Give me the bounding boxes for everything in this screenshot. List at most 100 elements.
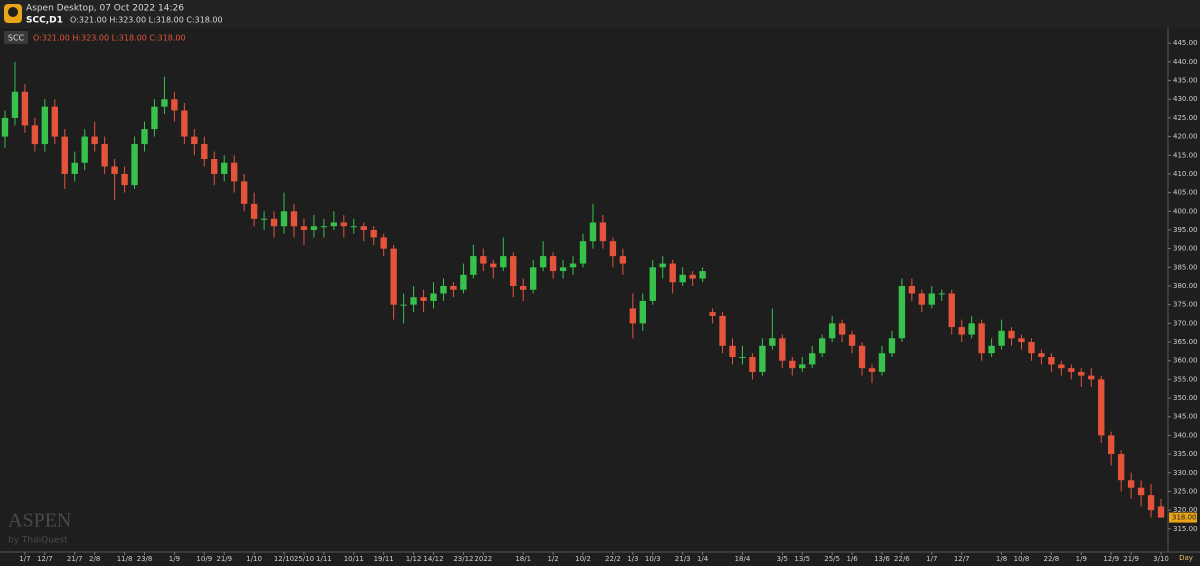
candle-body xyxy=(789,360,796,369)
candle-body xyxy=(260,218,268,220)
y-tick-label: 420.00 xyxy=(1173,133,1198,141)
x-tick-label: 2/8 xyxy=(89,555,100,563)
y-tick-label: 365.00 xyxy=(1173,338,1198,346)
header-bar xyxy=(0,0,1200,28)
x-tick-label: 10/8 xyxy=(1014,555,1030,563)
candle-body xyxy=(500,256,507,268)
candle-body xyxy=(848,334,856,346)
candle-body xyxy=(400,304,407,306)
y-tick-label: 340.00 xyxy=(1173,431,1198,439)
x-tick-label: 1/11 xyxy=(316,555,332,563)
candle-body xyxy=(539,256,547,268)
x-tick-label: 1/6 xyxy=(846,555,858,563)
x-tick-label: 22/2 xyxy=(605,555,621,563)
ohlc-label: O:321.00 H:323.00 L:318.00 C:318.00 xyxy=(70,16,223,25)
candle-body xyxy=(1008,330,1015,339)
window-title: Aspen Desktop, 07 Oct 2022 14:26 xyxy=(26,4,184,14)
candle-body xyxy=(1098,379,1105,436)
y-tick-label: 440.00 xyxy=(1173,58,1198,66)
x-tick-label: 11/8 xyxy=(117,555,133,563)
current-price-box xyxy=(1169,512,1197,523)
candle-body xyxy=(510,256,517,286)
x-tick-label: 23/8 xyxy=(137,555,153,563)
candle-body xyxy=(589,222,597,242)
x-tick-label: 23/12 xyxy=(453,555,473,563)
x-tick-label: 12/7 xyxy=(37,555,53,563)
candle-body xyxy=(609,241,617,257)
candle-body xyxy=(1048,356,1055,365)
candle-body xyxy=(559,267,567,272)
candle-body xyxy=(1147,495,1155,511)
candle-body xyxy=(1078,371,1085,376)
candle-body xyxy=(51,106,59,137)
candle-body xyxy=(968,323,975,335)
x-tick-label: 12/9 xyxy=(1103,555,1119,563)
app-icon-mark xyxy=(8,7,18,17)
candle-body xyxy=(1058,364,1065,369)
candle-body xyxy=(1088,375,1095,380)
y-tick-label: 405.00 xyxy=(1173,189,1198,197)
candle-body xyxy=(420,297,427,301)
candle-body xyxy=(579,241,587,264)
candle-body xyxy=(749,356,756,372)
x-tick-label: 1/9 xyxy=(1076,555,1087,563)
x-tick-label: 14/12 xyxy=(423,555,443,563)
candle-body xyxy=(988,345,995,354)
candle-body xyxy=(818,338,826,354)
candle-body xyxy=(1107,435,1115,455)
candle-body xyxy=(121,173,128,186)
candle-body xyxy=(809,353,816,365)
candle-body xyxy=(699,271,706,279)
candle-body xyxy=(1117,454,1125,481)
candle-body xyxy=(569,263,577,268)
candle-body xyxy=(549,256,557,272)
y-tick-label: 355.00 xyxy=(1173,375,1198,383)
legend-symbol: SCC xyxy=(8,34,25,43)
candle-body xyxy=(520,286,527,290)
candle-body xyxy=(659,263,666,268)
candle-body xyxy=(350,226,357,228)
x-tick-label: 22/6 xyxy=(894,555,910,563)
candle-body xyxy=(918,293,926,305)
y-tick-label: 350.00 xyxy=(1173,394,1198,402)
candle-body xyxy=(828,323,836,339)
x-tick-label: 18/1 xyxy=(515,555,531,563)
y-tick-label: 370.00 xyxy=(1173,319,1198,327)
y-tick-label: 425.00 xyxy=(1173,114,1198,122)
candle-body xyxy=(639,300,646,324)
y-tick-label: 345.00 xyxy=(1173,413,1198,421)
candle-body xyxy=(410,297,417,305)
candle-body xyxy=(1028,342,1035,354)
candle-body xyxy=(888,338,896,354)
candle-body xyxy=(629,308,637,324)
candle-body xyxy=(360,226,367,230)
candle-body xyxy=(380,237,387,249)
candle-body xyxy=(111,166,118,174)
x-tick-label: 3/5 xyxy=(777,555,788,563)
x-tick-label: 1/8 xyxy=(996,555,1007,563)
candle-body xyxy=(21,91,29,126)
candle-body xyxy=(739,356,746,358)
y-tick-label: 315.00 xyxy=(1173,525,1198,533)
candle-body xyxy=(858,345,866,369)
candle-body xyxy=(31,125,39,145)
y-tick-label: 330.00 xyxy=(1173,469,1198,477)
candle-body xyxy=(868,368,876,372)
candle-body xyxy=(470,256,477,275)
candle-body xyxy=(250,203,258,219)
candle-body xyxy=(310,226,318,230)
period-label: Day xyxy=(1179,554,1193,562)
x-tick-label: 1/7 xyxy=(19,555,30,563)
candle-body xyxy=(958,327,965,335)
candle-body xyxy=(759,345,766,372)
candle-body xyxy=(1137,487,1145,496)
candle-body xyxy=(91,136,98,145)
candle-body xyxy=(71,162,78,174)
x-tick-label: 3/10 xyxy=(1153,555,1169,563)
candle-body xyxy=(490,263,497,268)
candle-body xyxy=(320,226,328,228)
candle-body xyxy=(669,263,676,283)
x-tick-label: 19/11 xyxy=(374,555,394,563)
